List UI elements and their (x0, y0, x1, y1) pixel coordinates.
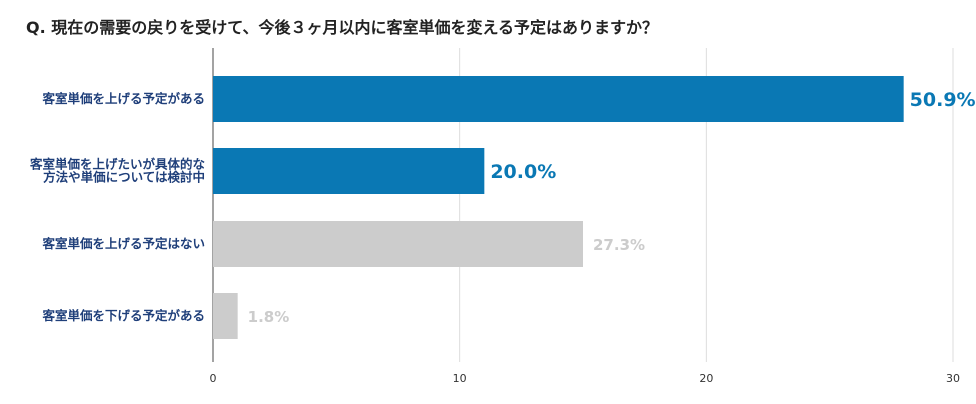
category-label: 客室単価を上げる予定はない (41, 236, 205, 251)
category-label: 客室単価を上げたいが具体的な (29, 157, 205, 172)
labels: 0 10 20 30 客室単価を上げる予定がある 50.9% 客室単価を上げたいが具体的な方… (29, 89, 976, 385)
bars (213, 76, 904, 339)
data-label: 27.3% (593, 236, 645, 254)
x-tick-label: 30 (946, 372, 960, 385)
x-tick-label: 10 (453, 372, 467, 385)
question-title: Q. 現在の需要の戻りを受けて、今後３ヶ月以内に客室単価を変える予定はありますか… (26, 18, 658, 37)
bar (213, 293, 238, 339)
category-label: 方法や単価については検討中 (43, 170, 205, 185)
bar (213, 221, 583, 267)
bar (213, 148, 485, 194)
x-tick-label: 0 (210, 372, 217, 385)
bar (213, 76, 904, 122)
category-label: 客室単価を上げる予定がある (41, 91, 205, 106)
data-label: 20.0% (490, 161, 556, 183)
category-label: 客室単価を下げる予定がある (41, 308, 205, 323)
data-label: 1.8% (248, 308, 290, 326)
x-tick-label: 20 (699, 372, 713, 385)
data-label: 50.9% (910, 89, 976, 111)
